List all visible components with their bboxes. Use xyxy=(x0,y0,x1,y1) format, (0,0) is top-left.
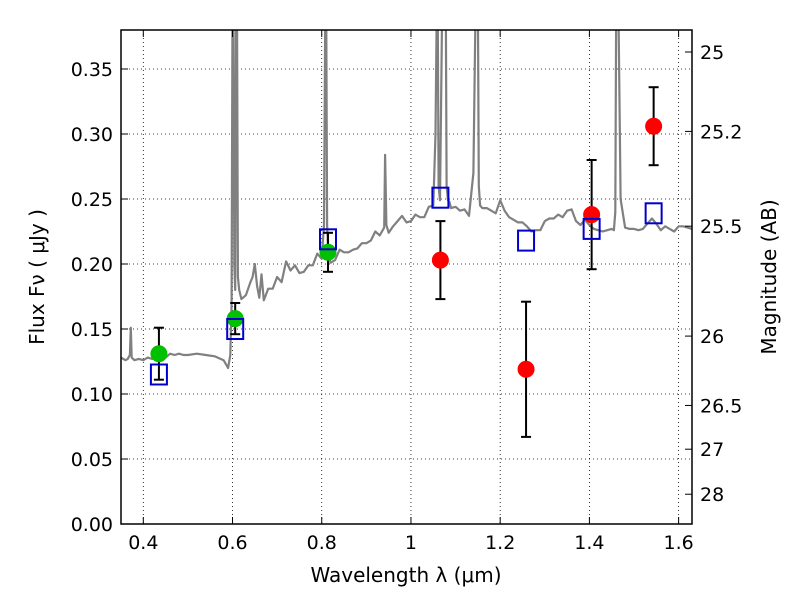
red-data-point xyxy=(645,117,663,135)
x-tick-label: 0.4 xyxy=(128,532,158,554)
axes-layer: 0.4 0.6 0.8 1 1.2 1.4 1.6 0.00 0.05 0.10 0.15 0.20 0… xyxy=(71,29,742,554)
y-tick-label: 0.10 xyxy=(71,384,113,406)
model-square-marker xyxy=(226,318,245,340)
red-data-point xyxy=(583,206,601,224)
grid xyxy=(121,30,692,525)
plot-frame xyxy=(120,29,693,525)
model-square-marker xyxy=(318,228,337,251)
x-tick-label: 0.8 xyxy=(307,532,337,554)
y2-tick-label: 26.5 xyxy=(700,395,742,417)
red-data-point xyxy=(431,251,449,269)
y-tick-label: 0.05 xyxy=(71,449,113,471)
y2-tick-label: 28 xyxy=(700,484,724,506)
model-square-marker xyxy=(644,202,663,225)
y-tick-label: 0.20 xyxy=(71,254,113,276)
model-square-marker xyxy=(582,217,601,240)
y-tick-label: 0.00 xyxy=(71,514,113,536)
marks-layer xyxy=(149,86,663,438)
x-axis-label: Wavelength λ (μm) xyxy=(310,563,501,587)
y2-tick-label: 25 xyxy=(700,42,724,64)
spectrum-layer xyxy=(121,30,692,370)
y2-axis-label: Magnitude (AB) xyxy=(757,199,781,354)
y-tick-label: 0.25 xyxy=(71,189,113,211)
model-square-marker xyxy=(517,229,536,252)
model-square-marker xyxy=(149,363,168,386)
y-tick-label: 0.30 xyxy=(71,124,113,146)
y-axis-label: Flux Fν ( μJy ) xyxy=(25,209,49,345)
red-data-point xyxy=(517,360,535,378)
y2-tick-label: 27 xyxy=(700,439,724,461)
y-tick-label: 0.35 xyxy=(71,59,113,81)
y2-tick-label: 25.5 xyxy=(700,216,742,238)
x-tick-label: 1.4 xyxy=(574,532,604,554)
x-tick-label: 0.6 xyxy=(217,532,247,554)
y2-tick-label: 26 xyxy=(700,326,724,348)
model-square-marker xyxy=(431,186,450,209)
x-tick-label: 1.6 xyxy=(664,532,694,554)
y-tick-label: 0.15 xyxy=(71,319,113,341)
green-data-point xyxy=(319,243,337,261)
green-data-point xyxy=(150,345,168,363)
y2-tick-label: 25.2 xyxy=(700,121,742,143)
x-tick-label: 1.2 xyxy=(485,532,515,554)
x-tick-label: 1 xyxy=(405,532,417,554)
spectrum-line xyxy=(121,30,692,370)
